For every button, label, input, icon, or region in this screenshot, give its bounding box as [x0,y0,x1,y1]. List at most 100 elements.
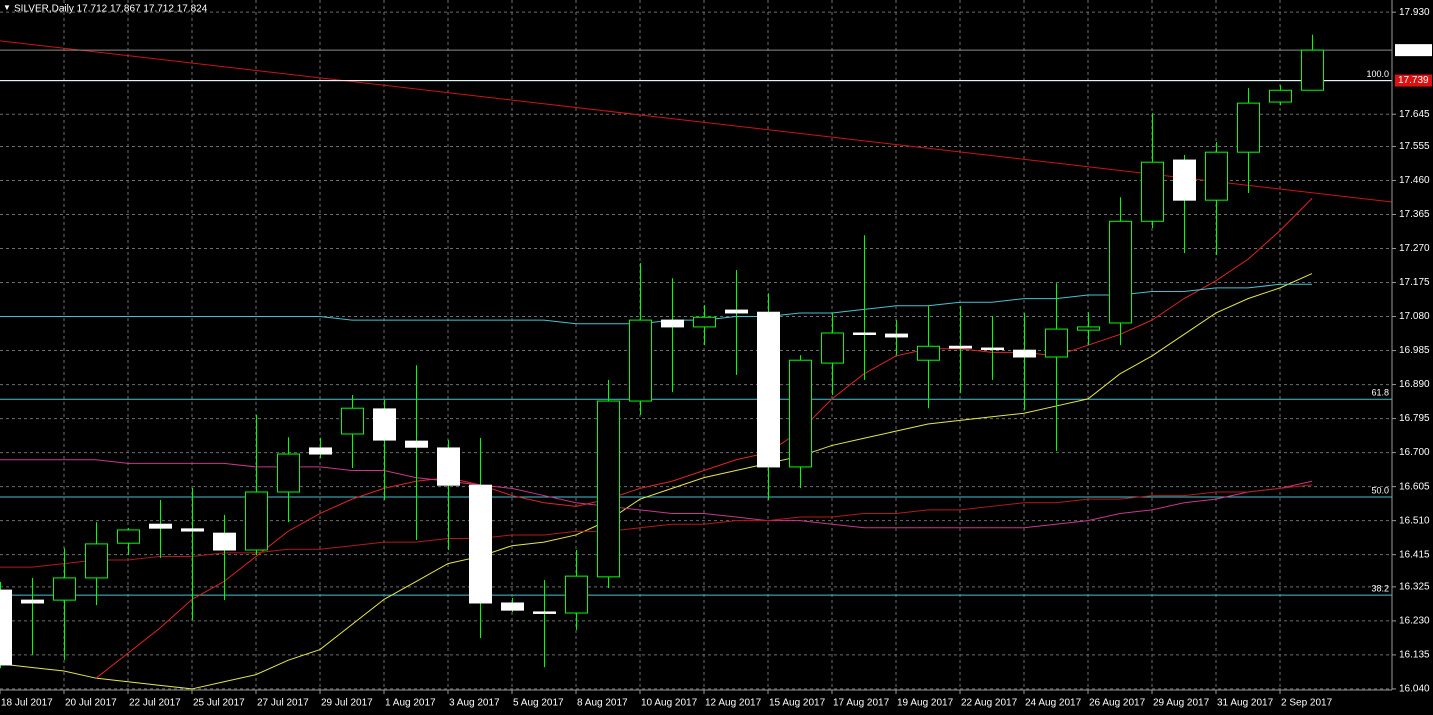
candle-body [0,589,12,666]
candle-body [1141,161,1164,222]
candle-body [693,316,716,328]
candle-body [821,332,844,364]
grid [0,0,1392,690]
y-tick-label: 16.890 [1399,379,1430,390]
candle-body [725,309,748,314]
y-tick-label: 16.510 [1399,515,1430,526]
x-tick-label: 5 Aug 2017 [513,698,564,709]
x-tick-label: 22 Jul 2017 [129,698,181,709]
level-price-label: 17.739 [1398,75,1429,86]
candle-body [949,345,972,349]
candle-body [597,400,620,578]
x-tick-label: 29 Jul 2017 [321,698,373,709]
x-tick-label: 24 Aug 2017 [1025,698,1082,709]
current-price-label: 17.824 [1398,45,1429,56]
candle-body [309,447,332,455]
candle-body [117,529,140,544]
fib-level-label: 61.8 [1371,388,1389,398]
candle-body [405,440,428,448]
x-tick-label: 25 Jul 2017 [193,698,245,709]
plot-area [0,34,1392,690]
candle-body [661,319,684,328]
y-tick-label: 17.930 [1399,7,1430,18]
candle-body [917,345,940,361]
x-tick-label: 27 Jul 2017 [257,698,309,709]
x-tick-label: 26 Aug 2017 [1089,698,1146,709]
candle-body [85,543,108,579]
title-marker: ▼ [3,3,11,12]
candle-body [501,602,524,611]
candle-body [149,523,172,529]
y-tick-label: 16.415 [1399,549,1430,560]
candle-body [469,484,492,604]
x-tick-label: 15 Aug 2017 [769,698,826,709]
y-tick-label: 16.795 [1399,413,1430,424]
y-tick-label: 16.605 [1399,481,1430,492]
y-tick-label: 17.460 [1399,175,1430,186]
candle-body [629,319,652,402]
candle-body [1173,159,1196,201]
x-tick-label: 10 Aug 2017 [641,698,698,709]
y-tick-label: 17.080 [1399,311,1430,322]
fib-level-label: 50.0 [1371,485,1389,495]
x-tick-label: 1 Aug 2017 [385,698,436,709]
candle-body [213,532,236,551]
y-tick-label: 16.230 [1399,616,1430,627]
candle-body [373,408,396,441]
y-tick-label: 16.040 [1399,684,1430,695]
candle-body [853,332,876,336]
y-tick-label: 17.270 [1399,243,1430,254]
candle-body [21,599,44,604]
indicator-line [0,459,1313,529]
y-tick-label: 17.365 [1399,209,1430,220]
candle-body [1013,349,1036,358]
indicator-line [0,484,1313,568]
chart-title: SILVER,Daily 17.712 17.867 17.712 17.824 [14,4,208,15]
y-tick-label: 17.175 [1399,277,1430,288]
x-tick-label: 12 Aug 2017 [705,698,762,709]
x-tick-label: 17 Aug 2017 [833,698,890,709]
fib-level-label: 100.0 [1366,69,1389,79]
level-price-tag [1395,74,1432,87]
y-tick-label: 17.555 [1399,141,1430,152]
x-tick-label: 18 Jul 2017 [1,698,53,709]
indicator-line [0,283,1312,325]
indicator-line [0,273,1313,690]
x-tick-label: 20 Jul 2017 [65,698,117,709]
candle-body [757,311,780,468]
indicator-line [95,198,1313,679]
candle-body [1237,102,1260,153]
current-price-tag [1395,44,1432,57]
x-tick-label: 31 Aug 2017 [1217,698,1274,709]
fib-level-label: 38.2 [1371,583,1389,593]
candle-body [565,575,588,614]
y-tick-label: 17.645 [1399,109,1430,120]
candle-body [789,359,812,468]
x-tick-label: 22 Aug 2017 [961,698,1018,709]
x-tick-label: 3 Aug 2017 [449,698,500,709]
candle-body [1269,89,1292,103]
candle-body [1045,328,1068,358]
candle-body [277,453,300,493]
candle-body [885,333,908,338]
candle-body [1109,220,1132,324]
y-tick-label: 16.700 [1399,447,1430,458]
candle-body [341,407,364,435]
y-tick-label: 16.325 [1399,582,1430,593]
x-tick-label: 19 Aug 2017 [897,698,954,709]
candle-body [1301,49,1324,91]
candle-body [1077,326,1100,331]
y-tick-label: 16.135 [1399,650,1430,661]
candle-body [981,347,1004,351]
y-tick-label: 16.985 [1399,345,1430,356]
candle-body [1205,151,1228,201]
x-tick-label: 2 Sep 2017 [1281,698,1333,709]
candle-body [437,447,460,486]
candle-body [53,577,76,601]
candle-body [245,491,268,551]
candle-body [181,528,204,532]
x-tick-label: 8 Aug 2017 [577,698,628,709]
